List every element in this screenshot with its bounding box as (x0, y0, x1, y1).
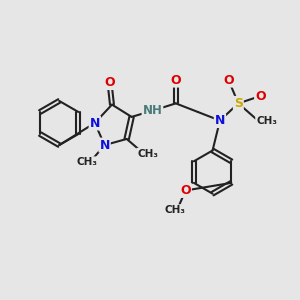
Text: S: S (234, 97, 243, 110)
Text: CH₃: CH₃ (164, 205, 185, 215)
Text: O: O (223, 74, 234, 87)
Text: O: O (255, 89, 266, 103)
Text: N: N (215, 114, 225, 127)
Text: CH₃: CH₃ (137, 149, 158, 159)
Text: O: O (180, 184, 191, 197)
Text: N: N (90, 116, 100, 130)
Text: N: N (99, 139, 110, 152)
Text: CH₃: CH₃ (256, 116, 277, 126)
Text: CH₃: CH₃ (77, 157, 98, 167)
Text: O: O (104, 76, 115, 89)
Text: NH: NH (142, 104, 162, 117)
Text: O: O (170, 74, 181, 87)
